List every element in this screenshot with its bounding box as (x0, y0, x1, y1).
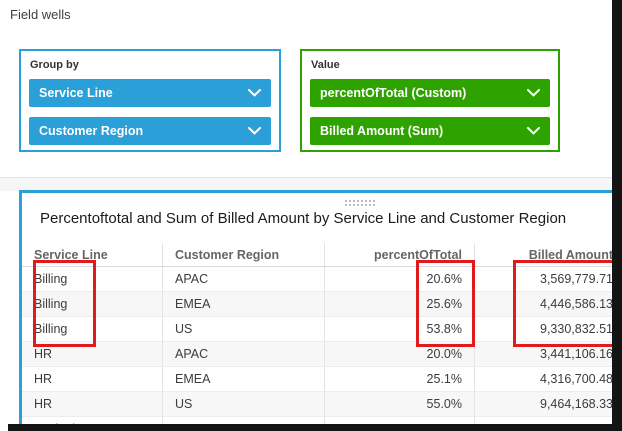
cell-customer-region: EMEA (163, 367, 325, 392)
field-pill-billed-amount[interactable]: Billed Amount (Sum) (310, 117, 550, 145)
cell-billed-amount: 4,446,586.13 (475, 292, 622, 317)
table-row: HR US 55.0% 9,464,168.33 (22, 392, 622, 417)
field-pill-label: Customer Region (39, 124, 144, 138)
table-row: Billing EMEA 25.6% 4,446,586.13 (22, 292, 622, 317)
frame-shadow-right (612, 0, 622, 431)
field-pill-label: Service Line (39, 86, 113, 100)
cell-service-line: Billing (22, 317, 163, 342)
table-row: HR EMEA 25.1% 4,316,700.48 (22, 367, 622, 392)
table-row: Billing US 53.8% 9,330,832.51 (22, 317, 622, 342)
visual-title: Percentoftotal and Sum of Billed Amount … (40, 210, 567, 227)
cell-service-line: HR (22, 367, 163, 392)
group-by-well: Group by Service Line Customer Region (19, 49, 281, 152)
column-header-percentoftotal[interactable]: percentOfTotal (325, 243, 475, 267)
cell-percentoftotal: 25.6% (325, 292, 475, 317)
value-well: Value percentOfTotal (Custom) Billed Amo… (300, 49, 560, 152)
table-row: HR APAC 20.0% 3,441,106.16 (22, 342, 622, 367)
value-label: Value (311, 59, 340, 71)
column-header-customer-region[interactable]: Customer Region (163, 243, 325, 267)
table-header-row: Service Line Customer Region percentOfTo… (22, 243, 622, 267)
frame-shadow-bottom (8, 424, 622, 431)
cell-service-line: Billing (22, 267, 163, 292)
field-pill-customer-region[interactable]: Customer Region (29, 117, 271, 145)
group-by-label: Group by (30, 59, 79, 71)
field-pill-percentoftotal[interactable]: percentOfTotal (Custom) (310, 79, 550, 107)
cell-customer-region: US (163, 392, 325, 417)
cell-customer-region: EMEA (163, 292, 325, 317)
cell-customer-region: US (163, 317, 325, 342)
field-wells-title: Field wells (10, 7, 71, 22)
cell-customer-region: APAC (163, 267, 325, 292)
cell-billed-amount: 9,330,832.51 (475, 317, 622, 342)
table-row: Billing APAC 20.6% 3,569,779.71 (22, 267, 622, 292)
pivot-table: Service Line Customer Region percentOfTo… (22, 243, 622, 431)
chevron-down-icon (248, 89, 261, 97)
visual-panel: Percentoftotal and Sum of Billed Amount … (19, 190, 622, 431)
cell-billed-amount: 9,464,168.33 (475, 392, 622, 417)
cell-service-line: HR (22, 392, 163, 417)
column-header-billed-amount[interactable]: Billed Amount (475, 243, 622, 267)
field-pill-service-line[interactable]: Service Line (29, 79, 271, 107)
cell-percentoftotal: 25.1% (325, 367, 475, 392)
highlight-box-billed-amount (513, 260, 617, 347)
chevron-down-icon (248, 127, 261, 135)
drag-handle-icon[interactable] (344, 199, 375, 207)
cell-billed-amount: 3,569,779.71 (475, 267, 622, 292)
field-pill-label: Billed Amount (Sum) (320, 124, 444, 138)
cell-service-line: Billing (22, 292, 163, 317)
cell-customer-region: APAC (163, 342, 325, 367)
cell-billed-amount: 4,316,700.48 (475, 367, 622, 392)
section-divider (0, 177, 622, 191)
column-header-service-line[interactable]: Service Line (22, 243, 163, 267)
highlight-box-service-line (33, 260, 96, 347)
chevron-down-icon (527, 127, 540, 135)
field-pill-label: percentOfTotal (Custom) (320, 86, 467, 100)
cell-percentoftotal: 55.0% (325, 392, 475, 417)
chevron-down-icon (527, 89, 540, 97)
highlight-box-percentoftotal (416, 260, 475, 347)
